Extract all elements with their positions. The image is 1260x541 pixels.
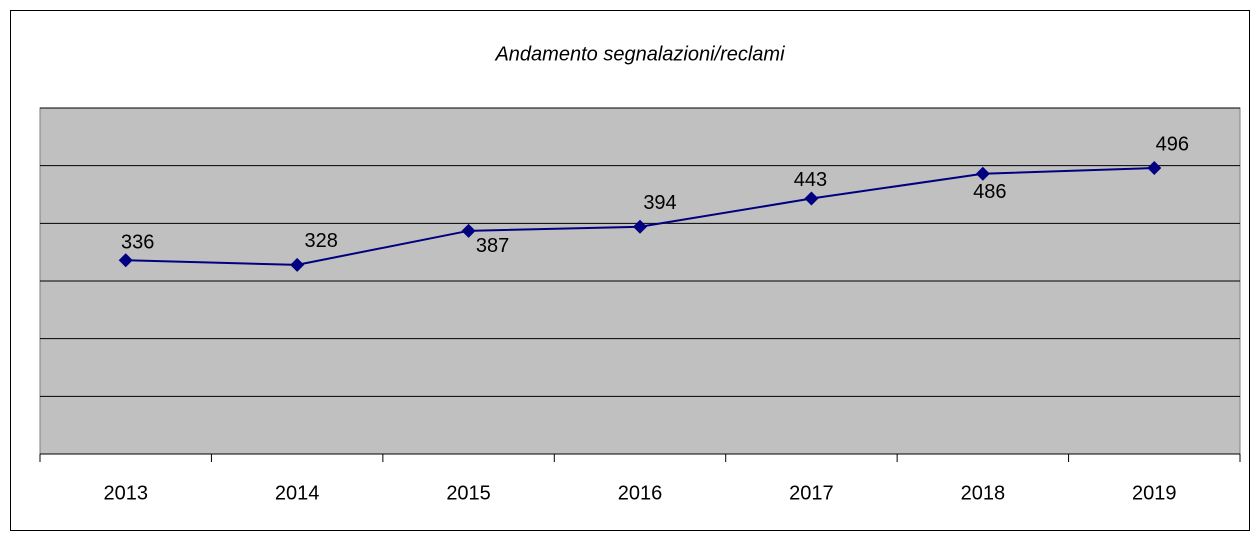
x-tick-label: 2017 <box>789 482 834 504</box>
x-tick-label: 2015 <box>446 482 491 504</box>
x-tick-label: 2019 <box>1132 482 1177 504</box>
x-tick-label: 2014 <box>275 482 320 504</box>
data-label: 387 <box>476 235 509 257</box>
data-label: 486 <box>973 181 1006 203</box>
data-label: 443 <box>794 169 827 191</box>
x-tick-label: 2016 <box>618 482 663 504</box>
x-tick-label: 2013 <box>103 482 148 504</box>
data-point <box>461 223 476 238</box>
data-label: 336 <box>121 232 154 254</box>
data-point <box>118 253 133 268</box>
data-point <box>1147 160 1162 175</box>
data-point <box>633 219 647 234</box>
data-label: 328 <box>304 230 337 252</box>
x-tick-label: 2018 <box>961 482 1006 504</box>
data-point <box>804 191 819 206</box>
data-label: 496 <box>1156 133 1189 155</box>
chart-title: Andamento segnalazioni/reclami <box>494 43 785 65</box>
data-label: 394 <box>643 192 676 214</box>
data-point <box>290 257 305 272</box>
data-point <box>975 166 990 181</box>
